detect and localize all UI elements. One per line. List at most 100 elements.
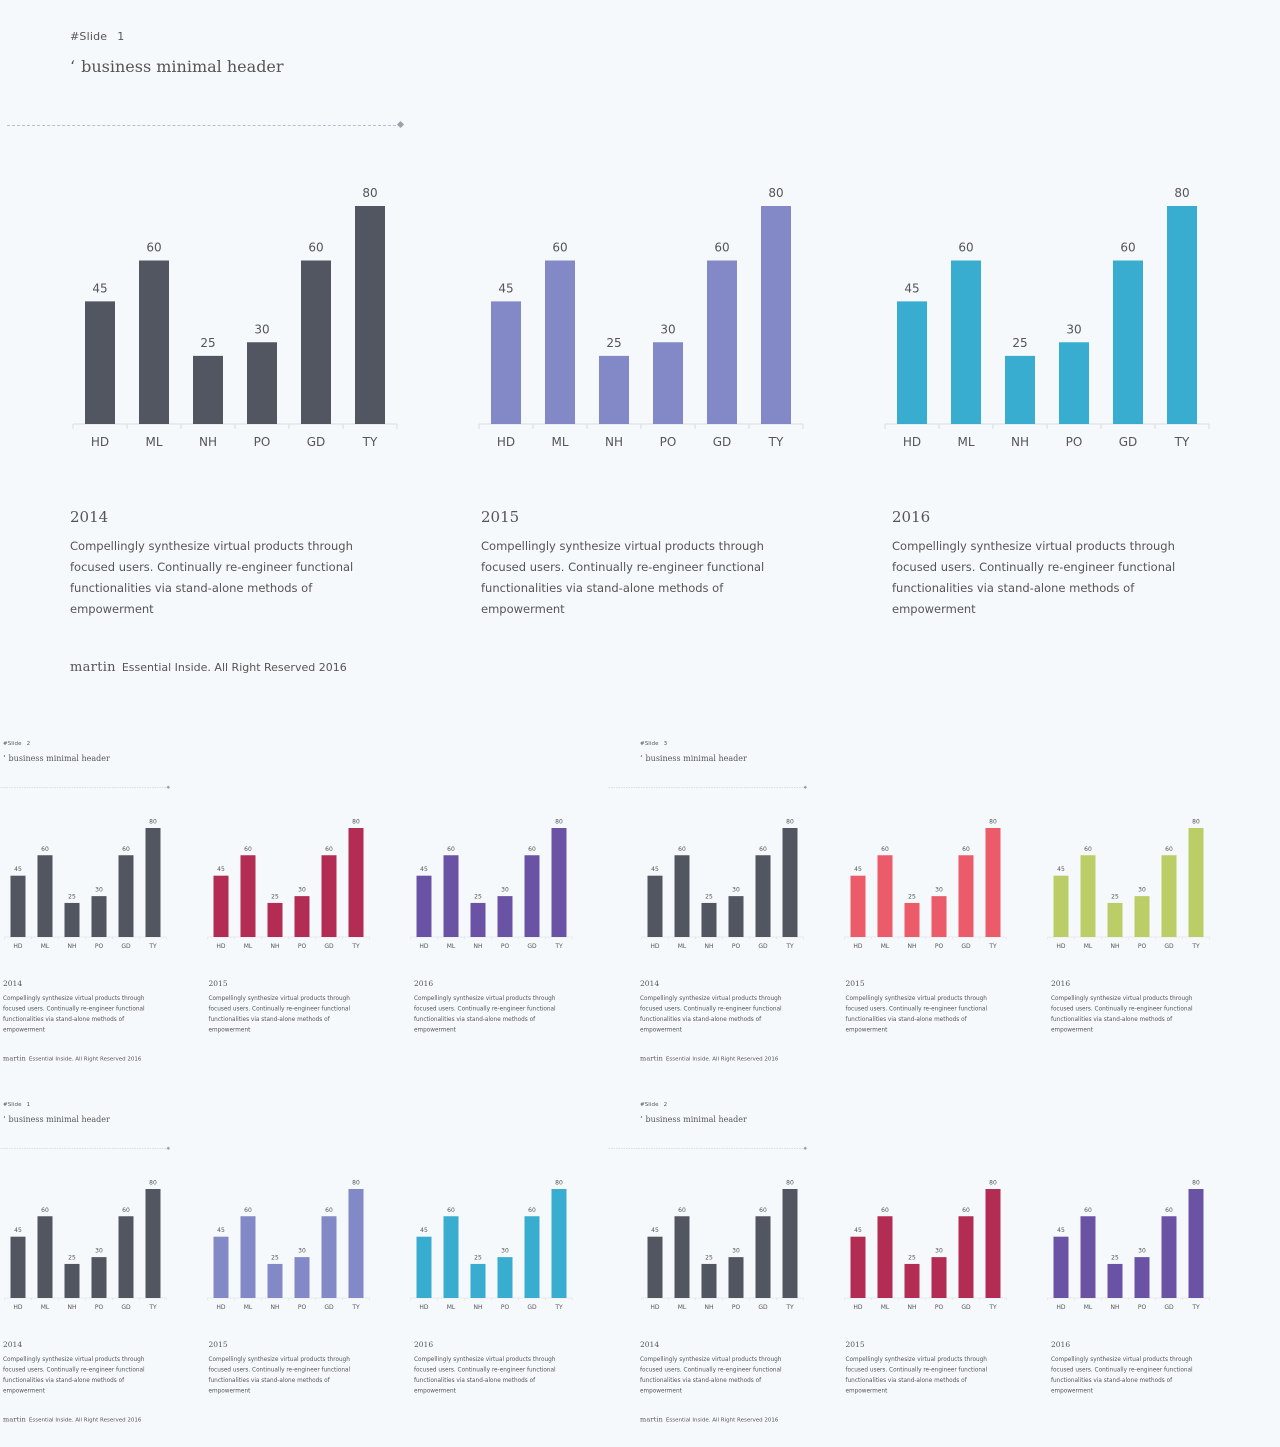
data-label: 30: [1066, 322, 1081, 336]
column-2015: 2015 Compellingly synthesize virtual pro…: [846, 1338, 1011, 1396]
column-description: Compellingly synthesize virtual products…: [845, 994, 988, 1034]
bar-chart-2016: 45 HD 60 ML 25 NH 30 PO 60 GD 80 TY: [407, 810, 577, 955]
bar-gd: [958, 1216, 974, 1298]
data-label: 25: [705, 1254, 713, 1261]
data-label: 30: [254, 322, 269, 336]
data-label: 80: [555, 1180, 563, 1187]
bar-hd: [491, 301, 521, 424]
column-2014: 2014 Compellingly synthesize virtual pro…: [640, 1338, 805, 1396]
data-label: 30: [298, 887, 306, 894]
bar-ml: [37, 855, 53, 937]
bar-ty: [145, 828, 161, 937]
divider-diamond-icon: [166, 1146, 171, 1151]
data-label: 45: [217, 866, 225, 873]
tick-label: TY: [351, 1304, 360, 1311]
tick-label: NH: [605, 435, 623, 449]
data-label: 60: [1084, 846, 1092, 853]
tick-label: ML: [447, 943, 456, 950]
bar-chart-2016: 45 HD 60 ML 25 NH 30 PO 60 GD 80 TY: [1044, 810, 1214, 955]
header-divider: [7, 125, 401, 126]
bar-nh: [267, 902, 283, 937]
tick-label: ML: [41, 1304, 50, 1311]
divider-diamond-icon: [803, 1146, 808, 1151]
quote-mark: ‘: [3, 753, 6, 764]
tick-label: ML: [1084, 943, 1093, 950]
data-label: 80: [989, 819, 997, 826]
footer-brand: martin: [70, 660, 116, 675]
data-label: 30: [298, 1248, 306, 1255]
tick-label: GD: [713, 435, 732, 449]
slide-3-small: #Slide 3 ‘business minimal header 45 HD 60 M…: [605, 725, 1245, 1086]
header-divider: [608, 787, 806, 788]
data-label: 30: [1138, 1248, 1146, 1255]
tick-label: ML: [678, 1304, 687, 1311]
bar-po: [91, 1257, 107, 1298]
column-2014: 2014 Compellingly synthesize virtual pro…: [70, 504, 400, 620]
data-label: 80: [149, 1180, 157, 1187]
data-label: 60: [962, 846, 970, 853]
tick-label: GD: [121, 1304, 131, 1311]
bar-nh: [193, 355, 223, 424]
bar-gd: [118, 855, 134, 937]
data-label: 45: [92, 281, 107, 295]
tick-label: NH: [271, 943, 280, 950]
data-label: 80: [786, 1180, 794, 1187]
bar-chart-svg: 45 HD 60 ML 25 NH 30 PO 60 GD 80 TY: [207, 1180, 370, 1311]
bar-nh: [267, 1263, 283, 1298]
bar-ml: [877, 1216, 893, 1298]
column-2014: 2014 Compellingly synthesize virtual pro…: [3, 1338, 168, 1396]
tick-label: HD: [419, 943, 429, 950]
bar-nh: [470, 902, 486, 937]
data-label: 80: [786, 819, 794, 826]
footer-text: Essential Inside. All Right Reserved 201…: [665, 1055, 779, 1063]
tick-label: NH: [1111, 1304, 1120, 1311]
bar-ml: [1080, 855, 1096, 937]
bar-nh: [64, 902, 80, 937]
data-label: 45: [904, 281, 919, 295]
tick-label: ML: [957, 435, 974, 449]
column-year: 2015: [481, 508, 520, 526]
bar-po: [1059, 342, 1089, 424]
tick-label: TY: [362, 435, 378, 449]
bar-ml: [139, 260, 169, 424]
bar-hd: [1053, 875, 1069, 937]
bar-hd: [897, 301, 927, 424]
column-year: 2016: [892, 508, 931, 526]
data-label: 60: [759, 846, 767, 853]
tick-label: TY: [785, 1304, 794, 1311]
bar-chart-2014: 45 HD 60 ML 25 NH 30 PO 60 GD 80 TY: [1, 810, 171, 955]
tick-label: HD: [216, 943, 226, 950]
tick-label: PO: [732, 1304, 741, 1311]
data-label: 25: [474, 1254, 482, 1261]
tick-label: ML: [1084, 1304, 1093, 1311]
data-label: 25: [1111, 1254, 1119, 1261]
column-year: 2015: [845, 1340, 865, 1349]
tick-label: GD: [307, 435, 326, 449]
bar-po: [247, 342, 277, 424]
data-label: 60: [678, 846, 686, 853]
tick-label: TY: [785, 943, 794, 950]
tick-label: NH: [199, 435, 217, 449]
bar-ty: [1188, 828, 1204, 937]
bar-nh: [64, 1263, 80, 1298]
slide-1-large: #Slide 1 ‘ business minimal header 45 HD 60 M…: [0, 0, 1280, 722]
data-label: 45: [854, 1227, 862, 1234]
tick-label: HD: [216, 1304, 226, 1311]
quote-mark: ‘: [640, 1114, 643, 1125]
bar-po: [91, 896, 107, 937]
tick-label: GD: [324, 1304, 334, 1311]
bar-po: [931, 1257, 947, 1298]
bar-chart-svg: 45 HD 60 ML 25 NH 30 PO 60 GD 80 TY: [72, 186, 398, 449]
bar-ty: [985, 828, 1001, 937]
tick-label: GD: [1164, 1304, 1174, 1311]
bar-ty: [355, 206, 385, 424]
tick-label: GD: [527, 1304, 537, 1311]
tick-label: PO: [1138, 943, 1147, 950]
slide-5-small: #Slide 2 ‘business minimal header 45 HD 60 M…: [605, 1086, 1245, 1447]
tick-label: NH: [1111, 943, 1120, 950]
data-label: 80: [352, 819, 360, 826]
data-label: 80: [1192, 1180, 1200, 1187]
slide-label: #Slide: [3, 740, 22, 747]
tick-label: NH: [705, 1304, 714, 1311]
data-label: 60: [308, 241, 323, 255]
